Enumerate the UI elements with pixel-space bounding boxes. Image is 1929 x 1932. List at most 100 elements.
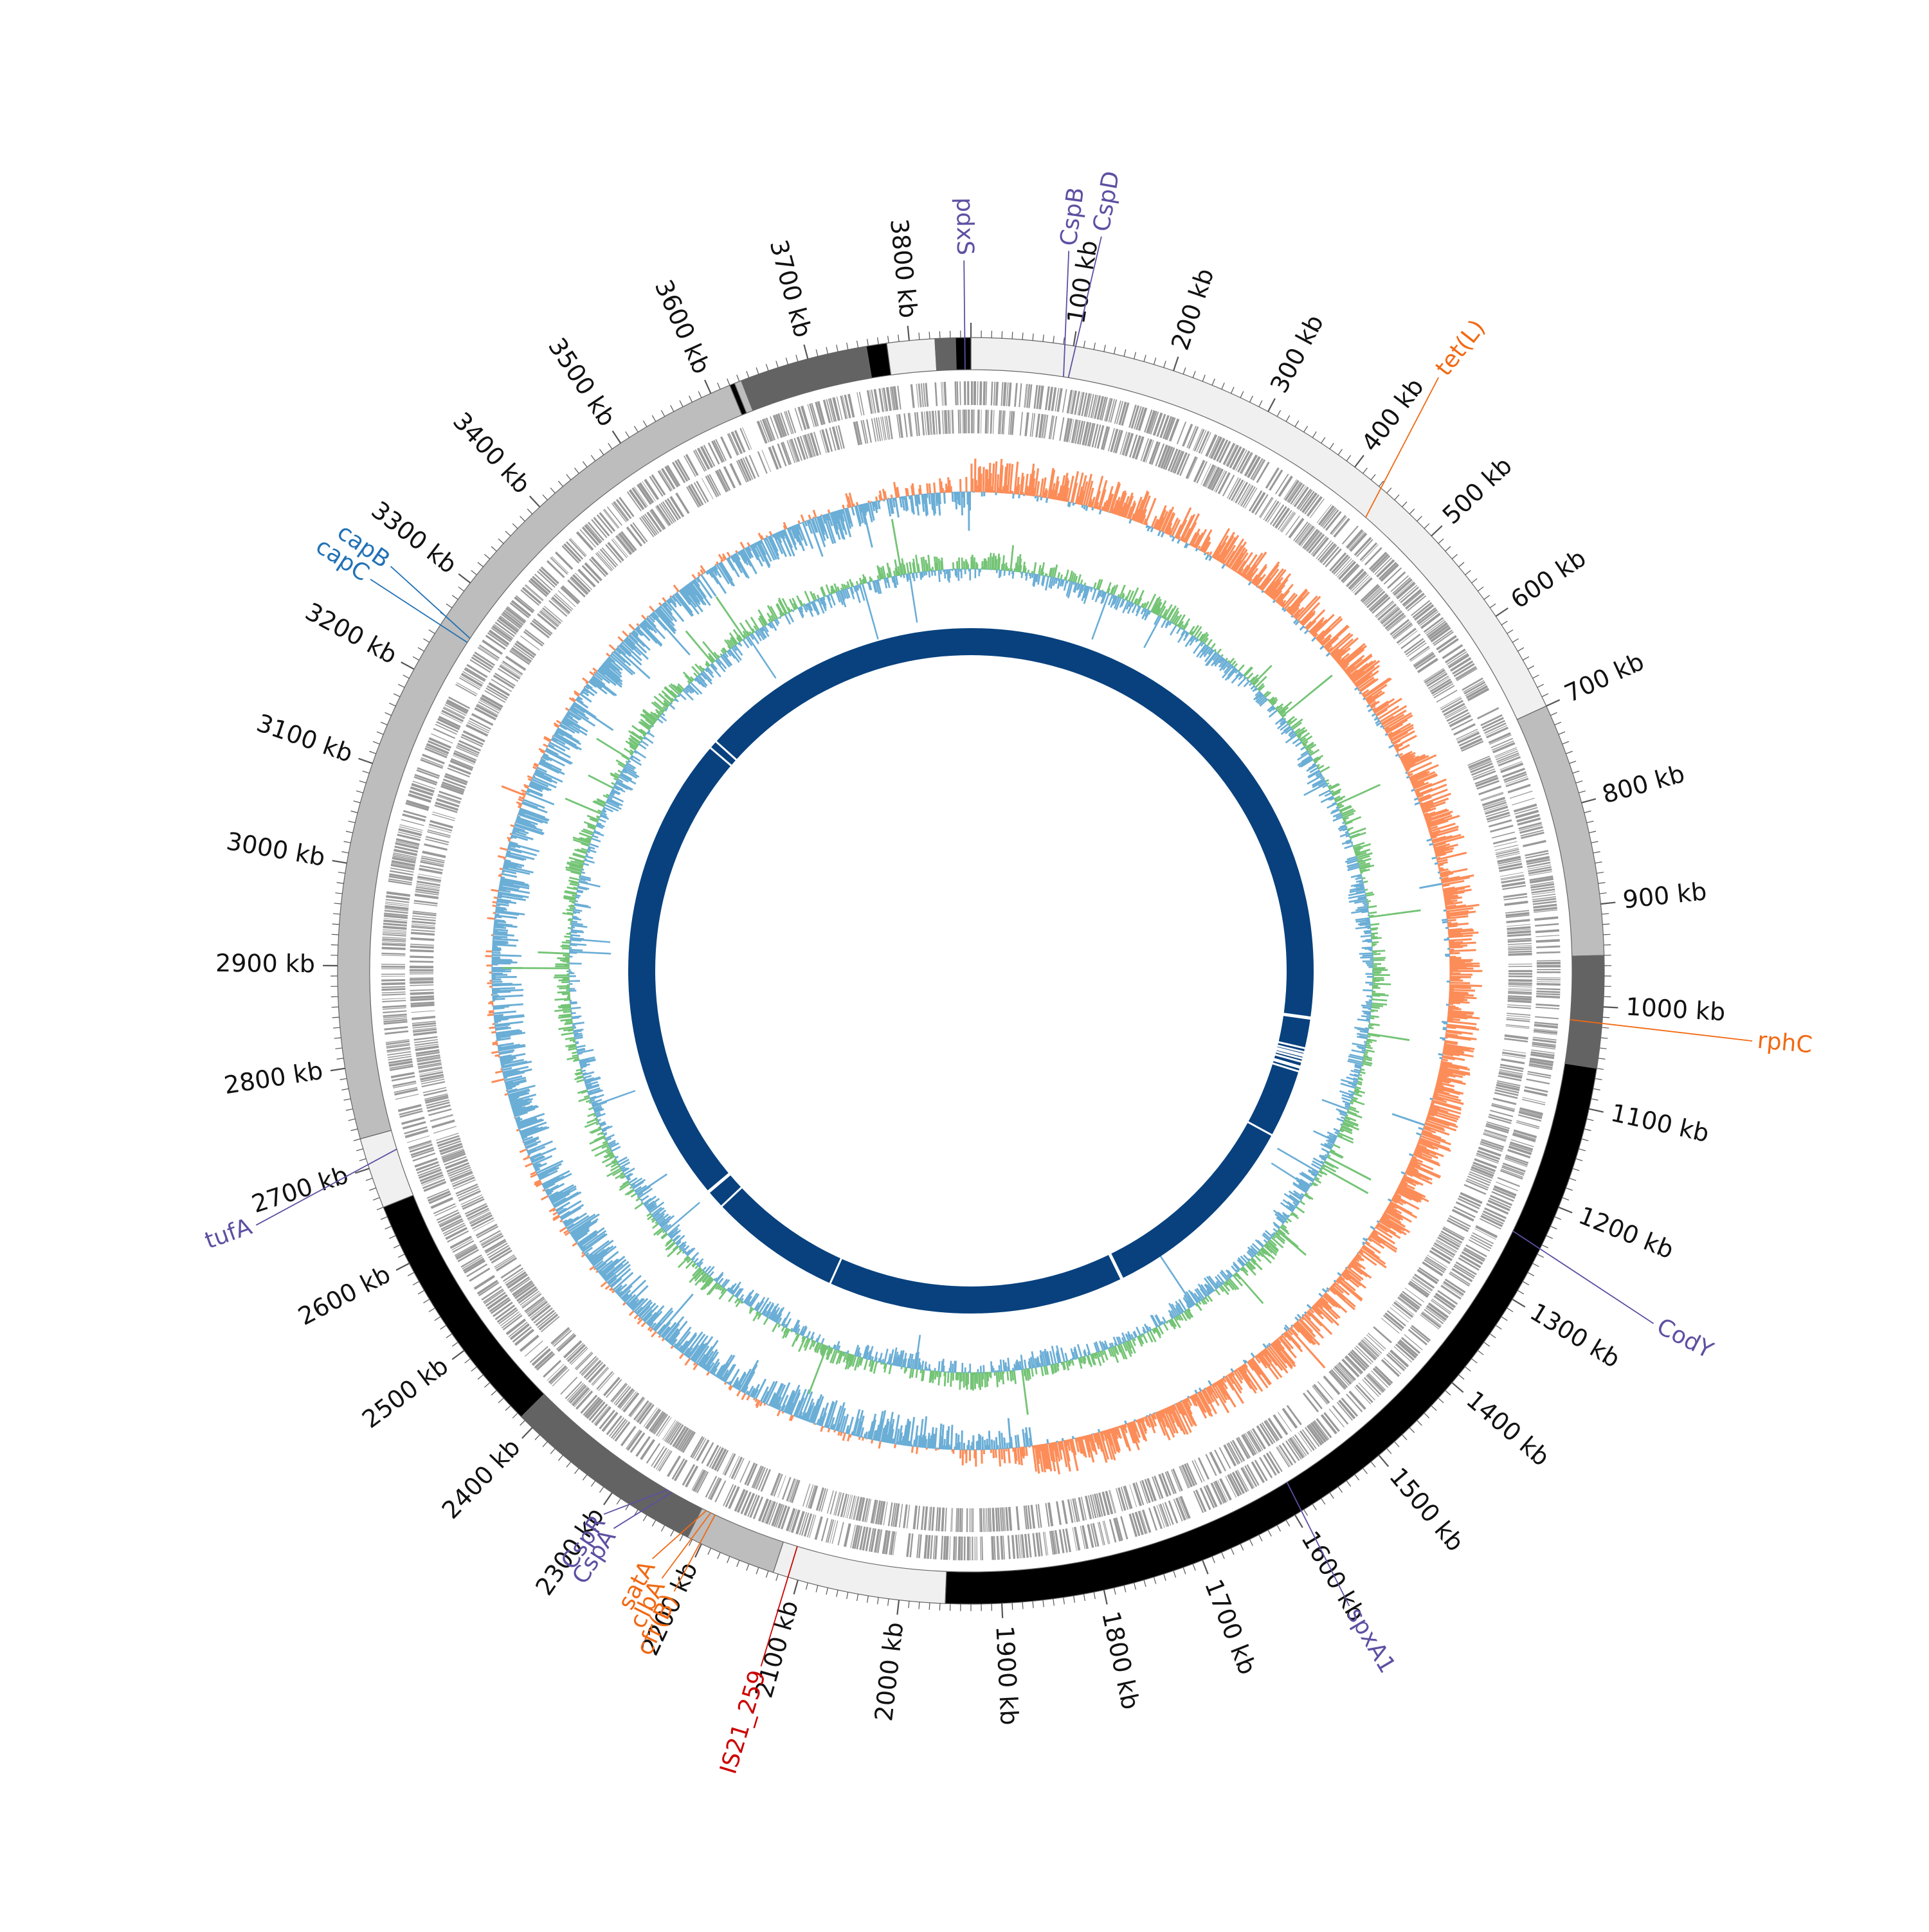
minor-tick <box>939 1603 940 1611</box>
minor-tick <box>1517 1290 1524 1294</box>
minor-tick <box>389 1236 395 1239</box>
gene-label-rphc: rphC <box>1756 1027 1813 1058</box>
minor-tick <box>1570 761 1576 764</box>
minor-tick <box>550 1449 555 1454</box>
minor-tick <box>617 1499 620 1504</box>
minor-tick <box>1507 630 1513 634</box>
minor-tick <box>837 1590 838 1597</box>
minor-tick <box>1542 694 1548 697</box>
minor-tick <box>512 1413 518 1418</box>
minor-tick <box>1338 1487 1342 1493</box>
minor-tick <box>337 1058 344 1060</box>
minor-tick <box>423 1299 429 1303</box>
inner-homology-ring <box>642 642 1312 1300</box>
minor-tick <box>535 1435 539 1440</box>
minor-tick <box>354 801 361 803</box>
minor-tick <box>1602 924 1609 925</box>
minor-tick <box>1517 647 1524 651</box>
minor-tick <box>766 1571 768 1577</box>
minor-tick <box>878 1597 879 1604</box>
minor-tick <box>575 1468 579 1474</box>
minor-tick <box>366 1178 372 1181</box>
minor-tick <box>1304 1510 1308 1515</box>
minor-tick <box>1573 1168 1579 1170</box>
minor-tick <box>1402 1435 1407 1440</box>
scale-label: 2700 kb <box>248 1160 352 1218</box>
minor-tick <box>727 379 730 385</box>
major-tick <box>401 662 414 669</box>
minor-tick <box>1587 1119 1594 1121</box>
major-tick <box>1452 1383 1463 1393</box>
gene-label-cspd: CspD <box>1089 169 1125 233</box>
scale-label: 900 kb <box>1622 877 1708 914</box>
minor-tick <box>689 396 693 402</box>
minor-tick <box>1402 501 1407 507</box>
minor-tick <box>727 1557 730 1563</box>
minor-tick <box>1134 1583 1136 1590</box>
minor-tick <box>520 516 525 521</box>
minor-tick <box>929 1603 930 1610</box>
minor-tick <box>1438 539 1444 543</box>
contig-segment-14 <box>887 339 937 375</box>
minor-tick <box>471 570 477 575</box>
minor-tick <box>440 1325 446 1329</box>
major-tick <box>1496 608 1508 617</box>
minor-tick <box>377 732 383 734</box>
minor-tick <box>512 523 518 528</box>
scale-label: 1400 kb <box>1461 1386 1555 1472</box>
minor-tick <box>550 488 555 493</box>
minor-tick <box>1573 771 1579 773</box>
minor-tick <box>1600 893 1607 894</box>
minor-tick <box>381 1216 387 1219</box>
minor-tick <box>737 1560 739 1567</box>
contig-segment-4 <box>774 1542 946 1603</box>
minor-tick <box>1312 1504 1316 1510</box>
minor-tick <box>1363 468 1368 474</box>
minor-tick <box>1231 387 1235 393</box>
minor-tick <box>1312 431 1316 437</box>
minor-tick <box>1064 1597 1065 1604</box>
minor-tick <box>1395 1441 1399 1447</box>
major-tick <box>804 345 808 359</box>
major-tick <box>1589 1109 1603 1112</box>
scale-label: 2900 kb <box>215 949 315 978</box>
minor-tick <box>756 1567 759 1574</box>
minor-tick <box>1602 1027 1609 1028</box>
minor-tick <box>341 1088 349 1090</box>
minor-tick <box>1064 338 1065 345</box>
major-tick <box>1600 903 1615 904</box>
minor-tick <box>671 1530 674 1537</box>
minor-tick <box>335 1048 342 1049</box>
minor-tick <box>1012 1603 1013 1610</box>
minor-tick <box>583 1474 587 1480</box>
minor-tick <box>661 410 664 417</box>
minor-tick <box>418 1290 424 1294</box>
minor-tick <box>1053 1599 1054 1606</box>
minor-tick <box>816 350 818 357</box>
minor-tick <box>1259 1535 1262 1541</box>
minor-tick <box>1496 1325 1501 1329</box>
minor-tick <box>1222 1553 1224 1559</box>
minor-tick <box>1478 587 1483 591</box>
major-tick <box>1559 1207 1572 1213</box>
minor-tick <box>354 1139 361 1141</box>
minor-tick <box>413 656 419 660</box>
contig-segment-15 <box>935 338 956 370</box>
scale-label: 3500 kb <box>543 333 621 431</box>
minor-tick <box>566 474 571 480</box>
minor-tick <box>356 1149 363 1151</box>
minor-tick <box>359 781 367 783</box>
minor-tick <box>452 595 458 599</box>
scale-label: 1500 kb <box>1384 1462 1469 1557</box>
scale-label: 3700 kb <box>765 237 817 340</box>
minor-tick <box>847 343 848 350</box>
minor-tick <box>1589 831 1596 833</box>
minor-tick <box>1465 570 1471 575</box>
major-tick <box>1431 526 1442 536</box>
minor-tick <box>1164 1574 1166 1580</box>
minor-tick <box>1114 347 1116 354</box>
minor-tick <box>1134 352 1136 359</box>
minor-tick <box>1277 410 1280 417</box>
minor-tick <box>1387 1449 1391 1454</box>
